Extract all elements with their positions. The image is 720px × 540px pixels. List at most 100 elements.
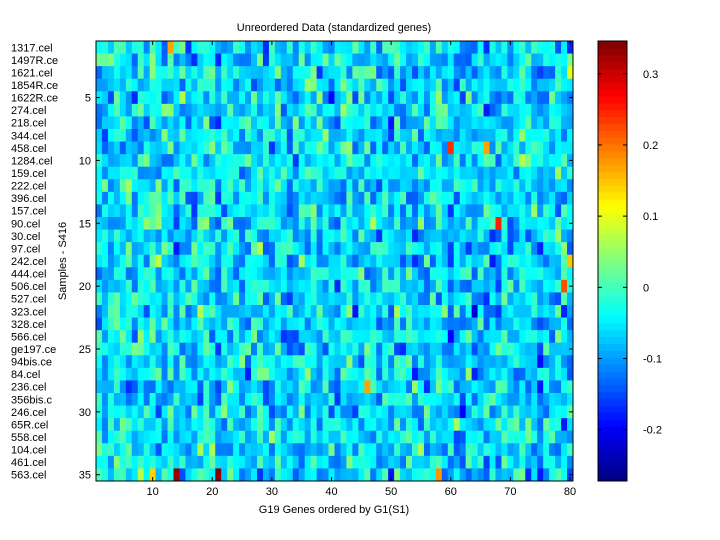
heatmap-cell [447, 405, 455, 419]
heatmap-cell [561, 330, 568, 344]
heatmap-cell [107, 66, 115, 80]
heatmap-cell [173, 342, 180, 356]
heatmap-cell [209, 141, 216, 155]
heatmap-cell [525, 430, 532, 444]
heatmap-cell [292, 405, 300, 419]
heatmap-cell [340, 367, 347, 381]
heatmap-cell [286, 380, 294, 394]
heatmap-cell [394, 330, 401, 344]
heatmap-cell [465, 41, 473, 54]
heatmap-cell [101, 166, 109, 180]
heatmap-cell [358, 66, 365, 80]
heatmap-cell [268, 405, 276, 419]
heatmap-cell [531, 380, 538, 394]
heatmap-cell [537, 405, 544, 419]
heatmap-cell [465, 443, 473, 457]
heatmap-cell [233, 380, 240, 394]
heatmap-cell [131, 430, 139, 444]
heatmap-cell [483, 330, 490, 344]
heatmap-cell [286, 279, 294, 293]
heatmap-cell [251, 179, 258, 193]
heatmap-cell [394, 455, 401, 469]
heatmap-cell [143, 129, 151, 142]
heatmap-cell [400, 317, 407, 331]
heatmap-cell [441, 166, 449, 180]
heatmap-cell [215, 418, 222, 432]
heatmap-cell [537, 393, 544, 406]
heatmap-cell [292, 179, 300, 193]
heatmap-cell [412, 66, 419, 80]
heatmap-cell [507, 116, 514, 130]
heatmap-cell [388, 317, 395, 331]
heatmap-cell [412, 166, 419, 180]
heatmap-cell [412, 191, 419, 205]
heatmap-cell [441, 191, 449, 205]
heatmap-cell [107, 217, 115, 230]
heatmap-cell [394, 116, 401, 130]
heatmap-cell [543, 217, 550, 230]
heatmap-cell [119, 317, 127, 331]
heatmap-cell [167, 468, 174, 482]
heatmap-cell [400, 217, 407, 230]
heatmap-cell [364, 217, 371, 230]
heatmap-cell [209, 217, 216, 230]
heatmap-cell [119, 468, 127, 482]
heatmap-cell [161, 342, 168, 356]
heatmap-cell [352, 367, 359, 381]
heatmap-cell [245, 154, 252, 168]
heatmap-cell [406, 355, 413, 369]
heatmap-cell [304, 154, 312, 168]
heatmap-cell [185, 229, 192, 243]
heatmap-cell [406, 53, 413, 67]
heatmap-cell [513, 292, 520, 306]
heatmap-cell [322, 267, 329, 281]
heatmap-cell [471, 179, 478, 193]
heatmap-cell [119, 443, 127, 457]
heatmap-cell [298, 53, 306, 67]
heatmap-cell [197, 166, 204, 180]
heatmap-cell [280, 355, 288, 369]
heatmap-cell [477, 455, 484, 469]
heatmap-cell [203, 78, 210, 92]
heatmap-cell [471, 418, 478, 432]
colorbar-segment [598, 178, 627, 186]
row-label: 344.cel [11, 130, 46, 142]
heatmap-cell [507, 191, 514, 205]
heatmap-cell [322, 342, 329, 356]
heatmap-cell [215, 53, 222, 67]
heatmap-cell [96, 191, 103, 205]
heatmap-cell [483, 103, 490, 117]
heatmap-cell [400, 279, 407, 293]
heatmap-cell [251, 330, 258, 344]
heatmap-cell [376, 367, 383, 381]
heatmap-cell [561, 405, 568, 419]
heatmap-cell [543, 455, 550, 469]
heatmap-cell [447, 154, 455, 168]
heatmap-cell [543, 380, 550, 394]
heatmap-cell [298, 154, 306, 168]
heatmap-cell [209, 254, 216, 268]
heatmap-cell [101, 468, 109, 482]
heatmap-cell [233, 179, 240, 193]
heatmap-cell [268, 430, 276, 444]
heatmap-cell [304, 179, 312, 193]
heatmap-cell [471, 116, 478, 130]
heatmap-cell [143, 254, 151, 268]
heatmap-cell [501, 191, 508, 205]
heatmap-cell [412, 330, 419, 344]
heatmap-cell [256, 154, 264, 168]
heatmap-cell [221, 91, 228, 105]
heatmap-cell [215, 292, 222, 306]
heatmap-cell [304, 393, 312, 406]
heatmap-cell [173, 393, 180, 406]
heatmap-cell [215, 103, 222, 117]
heatmap-cell [286, 91, 294, 105]
heatmap-cell [245, 468, 252, 482]
heatmap-cell [465, 179, 473, 193]
heatmap-cell [477, 66, 484, 80]
heatmap-cell [137, 204, 145, 218]
heatmap-cell [149, 455, 157, 469]
heatmap-cell [167, 418, 174, 432]
heatmap-cell [382, 229, 389, 243]
heatmap-cell [101, 116, 109, 130]
